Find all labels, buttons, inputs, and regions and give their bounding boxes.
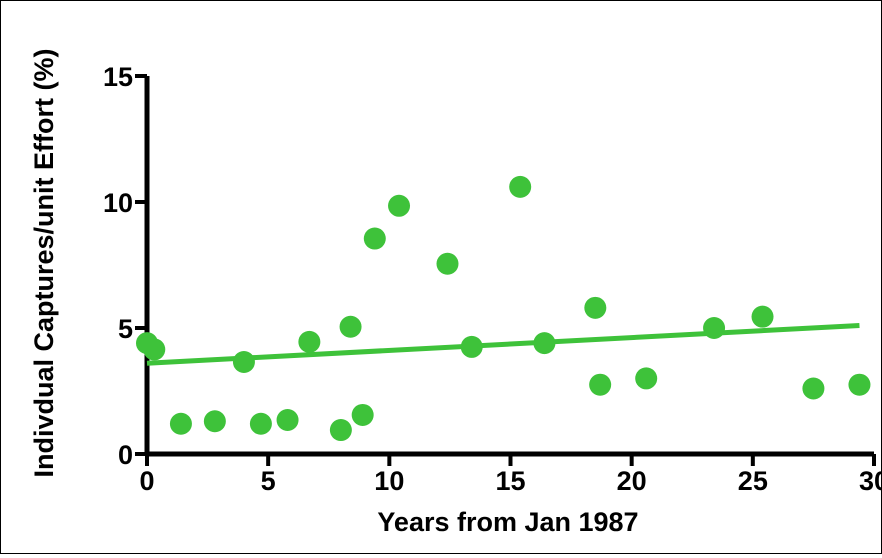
data-point xyxy=(249,412,272,435)
data-point xyxy=(329,419,352,442)
data-point xyxy=(589,373,612,396)
data-point xyxy=(276,408,299,431)
data-point xyxy=(363,227,386,250)
x-tick-label: 30 xyxy=(859,466,881,496)
x-tick-label: 5 xyxy=(261,466,276,496)
data-point xyxy=(584,296,607,319)
data-point xyxy=(388,194,411,217)
data-point xyxy=(751,305,774,328)
data-point xyxy=(460,335,483,358)
axes: 0 5 10 15 0 5 10 15 20 25 30 xyxy=(103,62,882,496)
data-point xyxy=(143,338,166,361)
data-point xyxy=(169,412,192,435)
data-point xyxy=(436,252,459,275)
y-tick-label: 0 xyxy=(118,440,133,470)
y-axis-label: Indivdual Captures/unit Effort (%) xyxy=(29,49,59,478)
trendline-group xyxy=(146,322,860,366)
data-points xyxy=(136,175,871,442)
data-point xyxy=(509,175,532,198)
y-tick-label: 5 xyxy=(118,314,133,344)
data-point xyxy=(351,403,374,426)
y-tick-label: 10 xyxy=(103,188,133,218)
x-tick-label: 15 xyxy=(495,466,525,496)
data-point xyxy=(339,315,362,338)
data-point xyxy=(802,377,825,400)
trendline xyxy=(146,322,860,366)
x-tick-label: 0 xyxy=(139,466,154,496)
data-point xyxy=(703,317,726,339)
x-axis-label: Years from Jan 1987 xyxy=(377,507,638,537)
data-point xyxy=(298,330,321,353)
data-point xyxy=(848,373,871,396)
x-tick-label: 25 xyxy=(738,466,768,496)
data-point xyxy=(533,332,556,355)
x-tick-label: 10 xyxy=(374,466,404,496)
data-point xyxy=(203,410,226,433)
x-tick-label: 20 xyxy=(617,466,647,496)
data-point xyxy=(635,367,658,390)
y-tick-label: 15 xyxy=(103,62,133,92)
data-point xyxy=(232,351,255,374)
